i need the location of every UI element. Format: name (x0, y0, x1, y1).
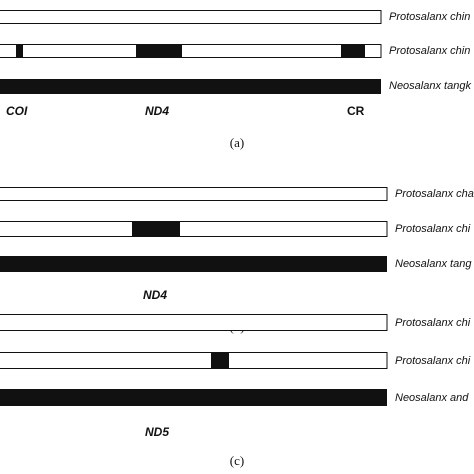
species-label: Protosalanx cha (395, 188, 474, 200)
species-label: Protosalanx chi (395, 223, 471, 235)
sequence-bar (0, 256, 387, 272)
sequence-bar (0, 79, 381, 94)
species-label: Protosalanx chi (395, 317, 471, 329)
species-label: Neosalanx tang (395, 258, 472, 270)
caption: (a) (230, 135, 244, 150)
sequence-bar (0, 352, 388, 369)
sequence-bar (0, 221, 388, 237)
gene-label: ND4 (145, 104, 169, 118)
species-label: Protosalanx chin (389, 11, 470, 23)
gene-label: COI (6, 104, 28, 118)
sequence-bar (0, 44, 382, 58)
species-label: Neosalanx and (395, 392, 469, 404)
caption: (c) (230, 453, 244, 468)
gene-label: ND5 (145, 425, 169, 439)
species-label: Neosalanx tangk (389, 80, 471, 92)
variable-block (132, 221, 180, 237)
gene-label: CR (347, 104, 365, 118)
variable-block (16, 44, 23, 58)
sequence-bar (0, 389, 387, 406)
species-label: Protosalanx chin (389, 45, 470, 57)
panel-a: Protosalanx chin Protosalanx chin Neosal… (0, 10, 471, 150)
panel-c: Protosalanx chi Protosalanx chi Neosalan… (0, 314, 471, 468)
variable-block (211, 352, 229, 369)
gene-label: ND4 (143, 288, 167, 302)
species-label: Protosalanx chi (395, 355, 471, 367)
sequence-bar (0, 314, 388, 331)
sequence-bar (0, 187, 388, 201)
panel-b: Protosalanx cha Protosalanx chi Neosalan… (0, 187, 474, 334)
sequence-bar (0, 10, 382, 24)
variable-block (341, 44, 365, 58)
variable-block (136, 44, 182, 58)
